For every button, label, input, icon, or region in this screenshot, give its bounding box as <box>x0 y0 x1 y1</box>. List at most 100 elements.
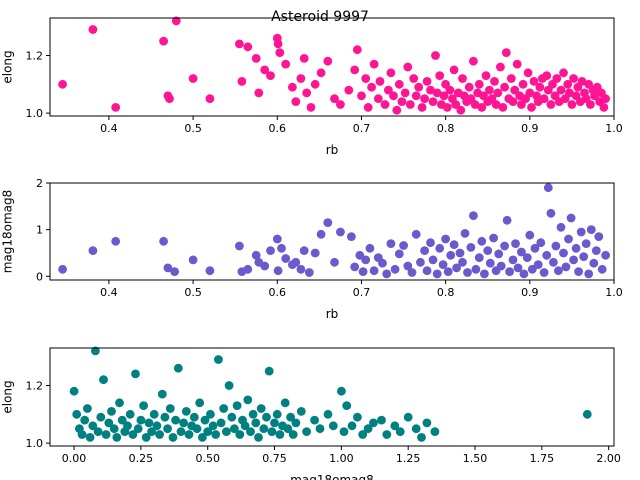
data-point <box>512 59 522 69</box>
x-tick-label: 2.00 <box>596 452 621 465</box>
data-point <box>380 100 390 109</box>
data-point <box>173 363 183 373</box>
data-point <box>561 262 571 272</box>
data-point <box>328 421 338 431</box>
data-point <box>438 260 448 269</box>
data-point <box>115 398 124 408</box>
data-point <box>251 250 261 260</box>
data-point <box>542 250 552 260</box>
data-point <box>584 269 594 279</box>
data-point <box>189 412 199 422</box>
data-point <box>597 264 607 274</box>
data-point <box>489 233 498 243</box>
data-point <box>493 88 503 98</box>
data-point <box>394 79 404 89</box>
data-point <box>431 51 440 60</box>
data-point <box>243 264 253 274</box>
data-point <box>369 59 379 69</box>
x-tick-label: 1.0 <box>605 286 623 299</box>
data-point <box>281 254 291 263</box>
data-point <box>254 433 263 442</box>
data-point <box>205 266 215 276</box>
data-point <box>435 243 445 253</box>
data-point <box>149 409 159 419</box>
data-point <box>179 418 189 428</box>
data-point <box>530 243 540 253</box>
data-point <box>355 250 365 260</box>
data-point <box>235 39 244 49</box>
data-point <box>123 421 132 431</box>
data-point <box>536 238 546 248</box>
data-point <box>589 258 599 268</box>
data-point <box>508 97 518 106</box>
data-point <box>159 236 169 246</box>
data-point <box>85 433 95 442</box>
y-axis-label: elong <box>1 380 15 413</box>
data-point <box>246 427 255 436</box>
data-point <box>361 255 371 265</box>
data-point <box>464 82 474 92</box>
data-point <box>491 100 501 109</box>
data-point <box>232 401 242 410</box>
data-point <box>549 257 558 267</box>
data-point <box>165 94 174 104</box>
data-point <box>510 85 520 95</box>
data-point <box>206 409 215 419</box>
data-point <box>389 91 398 101</box>
data-point <box>456 105 466 115</box>
data-point <box>435 71 445 80</box>
data-point <box>577 77 587 86</box>
data-point <box>483 246 493 256</box>
data-point <box>403 62 413 72</box>
data-point <box>214 355 223 364</box>
data-point <box>323 56 333 66</box>
data-point <box>506 74 516 83</box>
data-point <box>133 424 143 434</box>
x-axis-label: rb <box>326 307 339 321</box>
plot-frame <box>49 347 615 447</box>
data-point <box>310 79 320 89</box>
x-tick-label: 0.8 <box>437 286 455 299</box>
y-tick-label: 0 <box>36 270 43 283</box>
x-tick-label: 1.0 <box>605 122 623 135</box>
data-point <box>347 232 356 242</box>
data-point <box>601 94 610 104</box>
data-point <box>382 269 392 279</box>
data-point <box>264 366 274 376</box>
data-point <box>480 269 489 279</box>
data-point <box>581 239 591 249</box>
data-point <box>280 398 290 408</box>
data-point <box>586 100 595 109</box>
data-point <box>525 230 535 240</box>
data-point <box>556 85 566 95</box>
x-tick-label: 1.00 <box>329 452 354 465</box>
data-point <box>77 430 87 439</box>
data-point <box>273 39 283 49</box>
data-point <box>304 268 314 277</box>
data-point <box>69 386 79 396</box>
data-point <box>302 88 312 98</box>
data-point <box>112 433 122 442</box>
data-point <box>101 430 111 439</box>
data-point <box>422 266 432 276</box>
data-point <box>296 264 306 274</box>
data-point <box>310 415 319 425</box>
data-point <box>470 100 480 109</box>
data-point <box>88 246 98 256</box>
data-point <box>358 430 368 439</box>
x-tick-label: 0.75 <box>262 452 287 465</box>
y-tick-label: 1.0 <box>26 437 44 450</box>
data-point <box>411 91 421 101</box>
data-point <box>566 213 576 223</box>
data-point <box>403 412 413 422</box>
data-point <box>378 258 387 268</box>
data-point <box>446 250 456 260</box>
data-point <box>270 418 279 428</box>
data-point <box>394 249 404 259</box>
data-point <box>291 257 301 267</box>
data-point <box>104 418 114 428</box>
x-tick-label: 0.9 <box>521 122 539 135</box>
x-tick-label: 0.4 <box>100 286 118 299</box>
data-point <box>567 100 577 109</box>
